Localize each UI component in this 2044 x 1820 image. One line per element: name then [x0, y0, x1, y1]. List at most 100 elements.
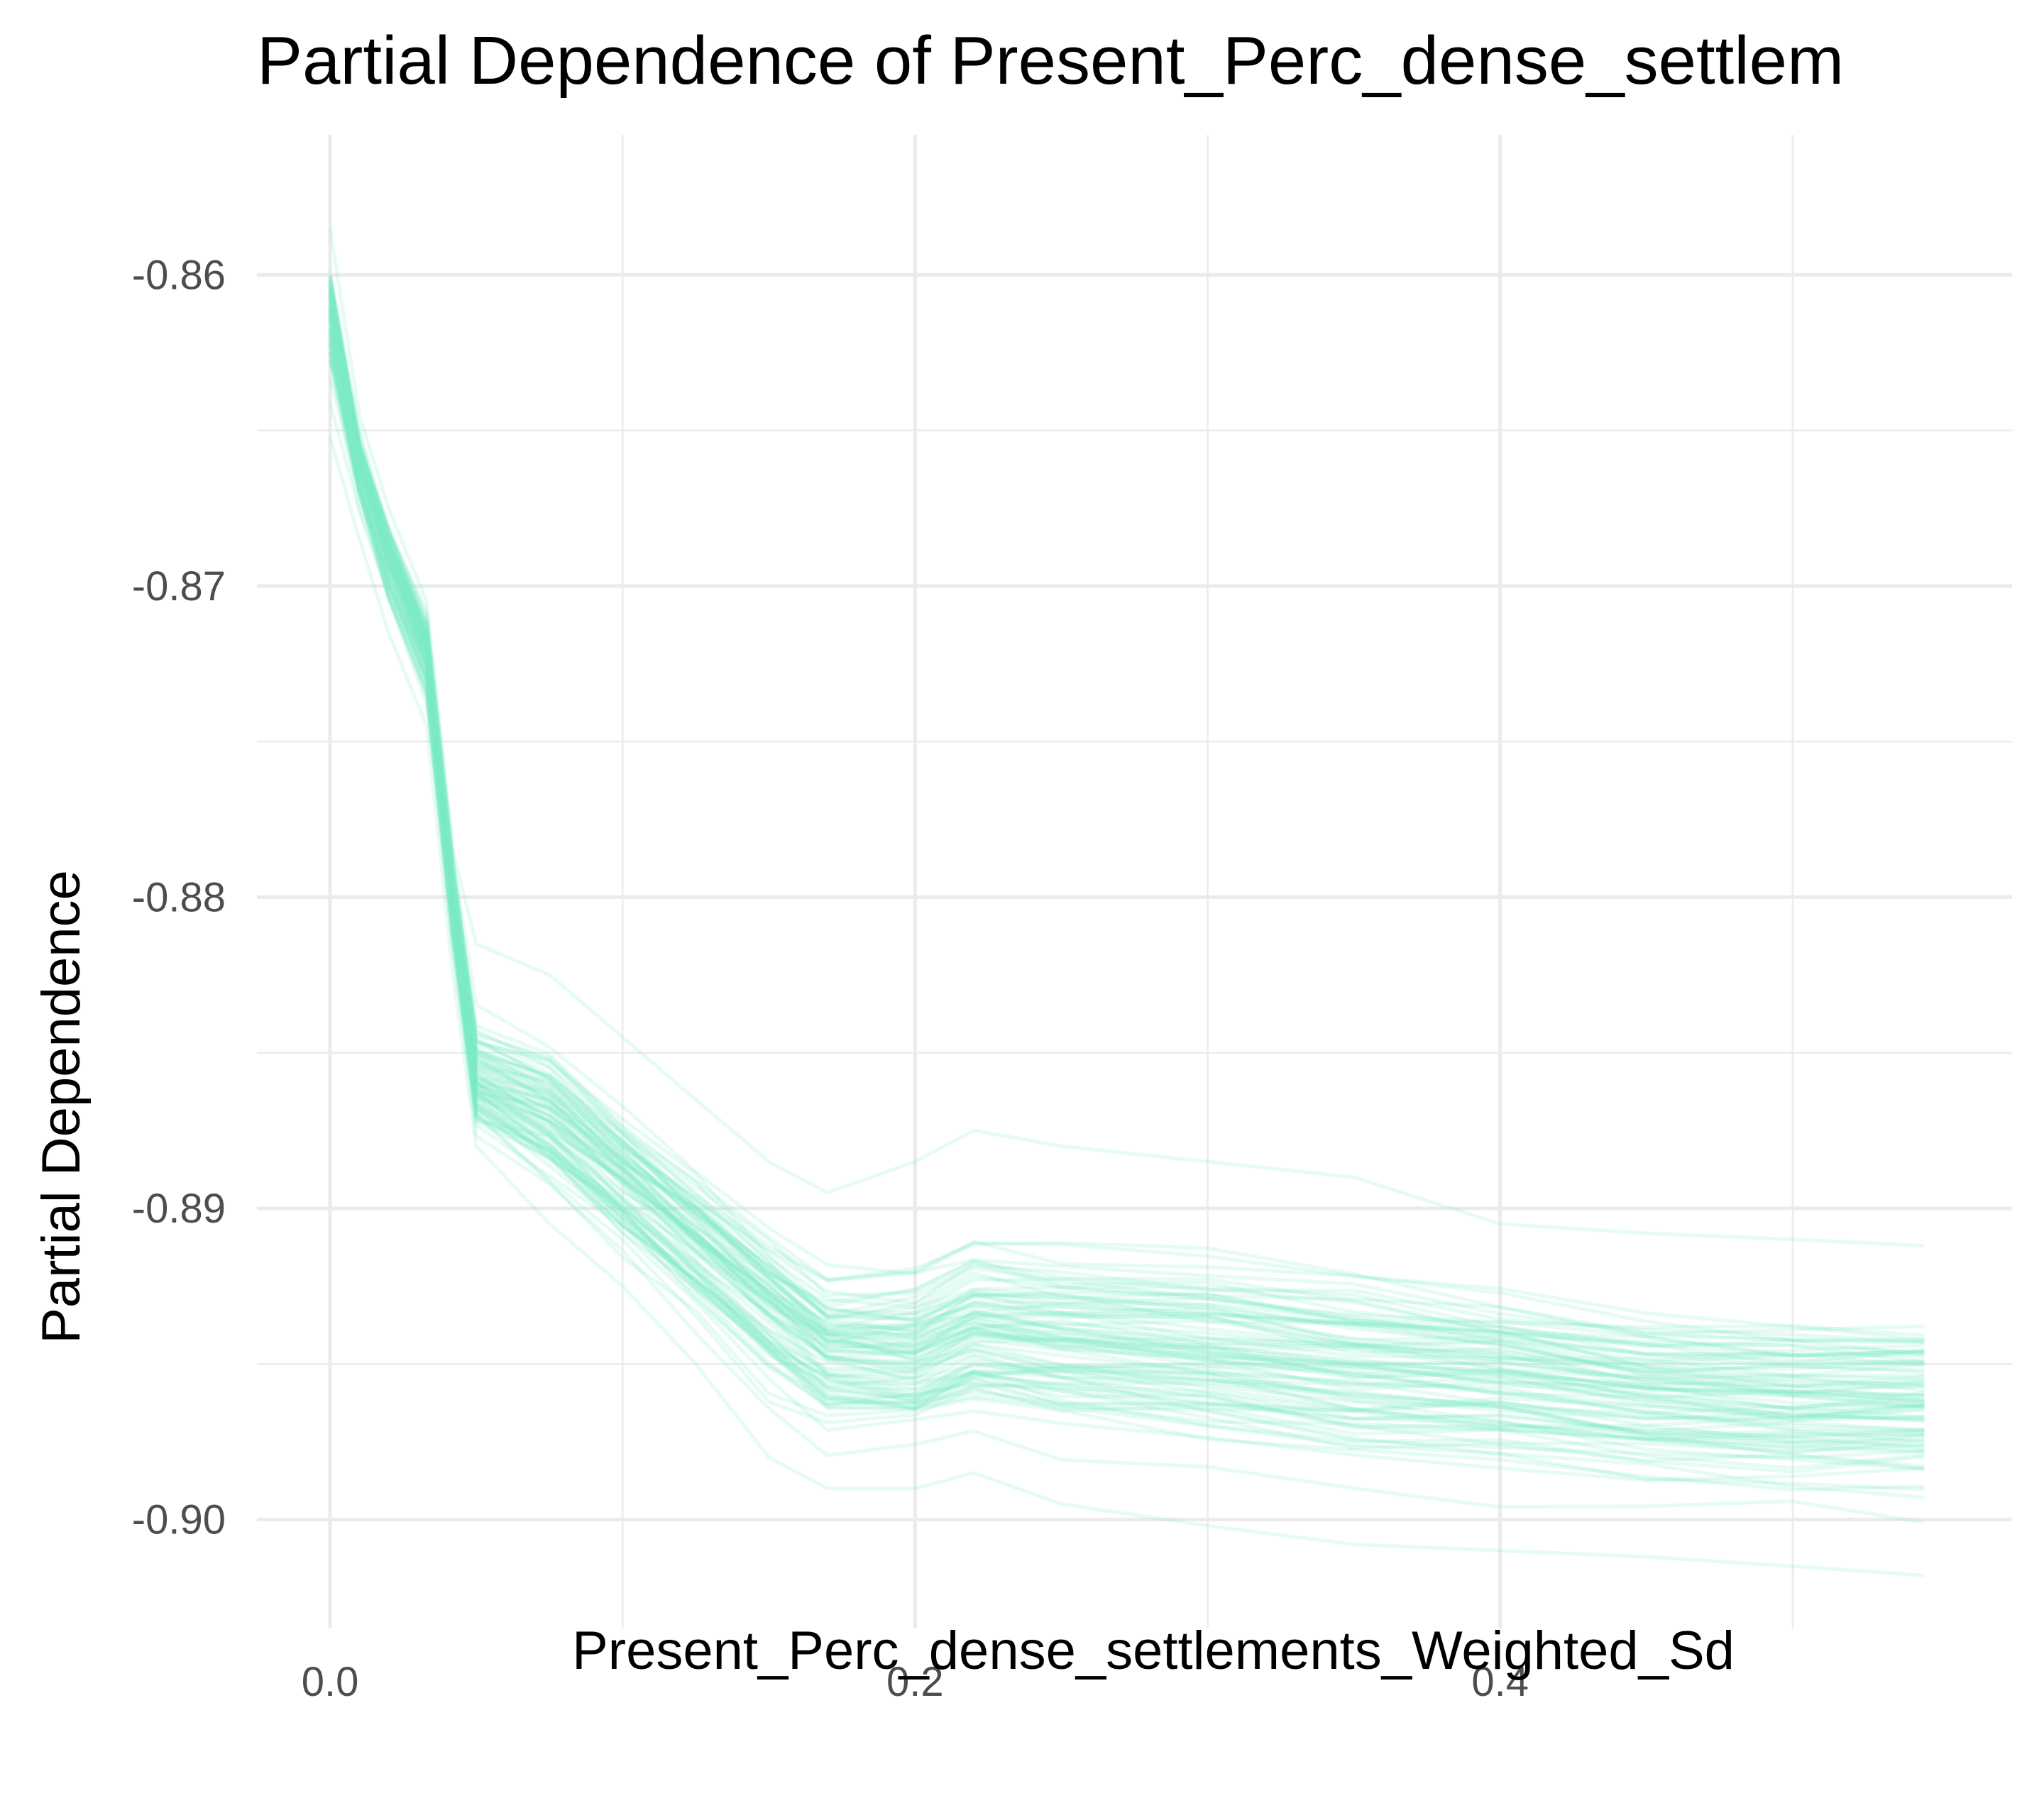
- ice-curve-54: [328, 315, 1925, 1433]
- ice-curve-43: [328, 301, 1925, 1422]
- ice-curve-46: [328, 287, 1925, 1335]
- ice-curve-73: [328, 305, 1925, 1420]
- ice-curve-22: [328, 307, 1925, 1394]
- ice-curve-79: [328, 297, 1925, 1386]
- ice-curve-10: [328, 277, 1925, 1357]
- ice-curve-30: [328, 319, 1925, 1422]
- ice-curve-77: [328, 304, 1925, 1357]
- ice-curve-45: [328, 293, 1925, 1407]
- ice-curve-3: [328, 314, 1925, 1387]
- ice-curve-55: [328, 328, 1925, 1433]
- ice-curve-69: [328, 352, 1925, 1482]
- ice-curve-48: [328, 352, 1925, 1455]
- ice-curve-42: [328, 292, 1925, 1349]
- ice-curve-29: [328, 308, 1925, 1398]
- x-tick-label-0: 0.0: [302, 1659, 359, 1705]
- ice-curve-81: [328, 352, 1925, 1460]
- ice-curve-66: [328, 287, 1925, 1342]
- ice-curve-40: [328, 319, 1925, 1418]
- ice-curve-65: [328, 306, 1925, 1420]
- x-tick-label-1: 0.2: [886, 1659, 944, 1705]
- ice-curve-58: [328, 299, 1925, 1371]
- ice-curve-41: [328, 297, 1925, 1381]
- ice-curve-24: [328, 308, 1925, 1389]
- ice-curve-61: [328, 269, 1925, 1344]
- ice-curve-84: [328, 329, 1925, 1440]
- ice-curve-56: [328, 338, 1925, 1450]
- ice-curve-89: [328, 436, 1925, 1577]
- ice-curve-71: [328, 283, 1925, 1378]
- ice-curve-20: [328, 275, 1925, 1365]
- ice-curve-51: [328, 309, 1925, 1428]
- ice-curve-14: [328, 326, 1925, 1445]
- ice-curve-31: [328, 343, 1925, 1469]
- ice-curve-47: [328, 328, 1925, 1471]
- ice-curve-60: [328, 310, 1925, 1411]
- ice-curve-80: [328, 287, 1925, 1396]
- ice-curve-19: [328, 298, 1925, 1377]
- tick-labels-layer: 0.0 0.2 0.4 -0.86 -0.87 -0.88 -0.89 -0.90: [132, 252, 1529, 1705]
- ice-curve-27: [328, 282, 1925, 1367]
- ice-curve-52: [328, 360, 1925, 1500]
- ice-curve-74: [328, 351, 1925, 1440]
- ice-curve-44: [328, 280, 1925, 1338]
- x-axis-title: Present_Perc_dense_settlements_Weighted_…: [572, 1621, 1735, 1681]
- ice-curve-76: [328, 313, 1925, 1389]
- ice-curve-86: [328, 348, 1925, 1474]
- ice-curve-8: [328, 341, 1925, 1450]
- ice-curve-63: [328, 377, 1925, 1492]
- ice-curve-38: [328, 307, 1925, 1411]
- ice-curve-62: [328, 292, 1925, 1389]
- ice-curve-53: [328, 358, 1925, 1454]
- ice-curve-72: [328, 293, 1925, 1393]
- chart-title: Partial Dependence of Present_Perc_dense…: [257, 23, 1844, 99]
- ice-curve-9: [328, 326, 1925, 1411]
- ice-curve-26: [328, 290, 1925, 1359]
- ice-curve-28: [328, 294, 1925, 1358]
- ice-curve-59: [328, 316, 1925, 1423]
- ice-curve-68: [328, 360, 1925, 1470]
- ice-curve-15: [328, 318, 1925, 1416]
- ice-curve-78: [328, 343, 1925, 1452]
- y-axis-title: Partial Dependence: [31, 870, 92, 1344]
- ice-curve-36: [328, 318, 1925, 1445]
- ice-curve-34: [328, 353, 1925, 1491]
- ice-curve-83: [328, 302, 1925, 1404]
- ice-curve-64: [328, 402, 1925, 1524]
- ice-curve-49: [328, 334, 1925, 1447]
- ice-curve-35: [328, 280, 1925, 1342]
- ice-curve-17: [328, 341, 1925, 1444]
- ice-curve-37: [328, 319, 1925, 1402]
- ice-curve-70: [328, 283, 1925, 1374]
- y-tick-label-3: -0.89: [132, 1186, 226, 1232]
- ice-curve-18: [328, 286, 1925, 1400]
- ice-curve-32: [328, 277, 1925, 1364]
- ice-curve-21: [328, 331, 1925, 1455]
- ice-curve-11: [328, 344, 1925, 1438]
- y-tick-label-1: -0.87: [132, 563, 226, 610]
- ice-curve-0: [328, 280, 1925, 1355]
- ice-curve-50: [328, 307, 1925, 1404]
- ice-curve-82: [328, 281, 1925, 1367]
- ice-curve-16: [328, 337, 1925, 1421]
- ice-curve-23: [328, 275, 1925, 1362]
- ice-curve-6: [328, 293, 1925, 1381]
- ice-curve-12: [328, 288, 1925, 1402]
- grid-layer: [257, 135, 2012, 1628]
- ice-curve-57: [328, 329, 1925, 1435]
- ice-curve-1: [328, 292, 1925, 1364]
- y-tick-label-0: -0.86: [132, 252, 226, 298]
- ice-curve-5: [328, 326, 1925, 1431]
- ice-curve-39: [328, 276, 1925, 1356]
- ice-curve-25: [328, 285, 1925, 1372]
- ice-curve-85: [328, 315, 1925, 1409]
- x-tick-label-2: 0.4: [1471, 1659, 1529, 1705]
- y-tick-label-2: -0.88: [132, 874, 226, 920]
- ice-curve-7: [328, 321, 1925, 1410]
- ice-curve-2: [328, 313, 1925, 1423]
- ice-curve-67: [328, 345, 1925, 1472]
- ice-curve-33: [328, 331, 1925, 1419]
- ice-curve-13: [328, 336, 1925, 1423]
- y-tick-label-4: -0.90: [132, 1497, 226, 1543]
